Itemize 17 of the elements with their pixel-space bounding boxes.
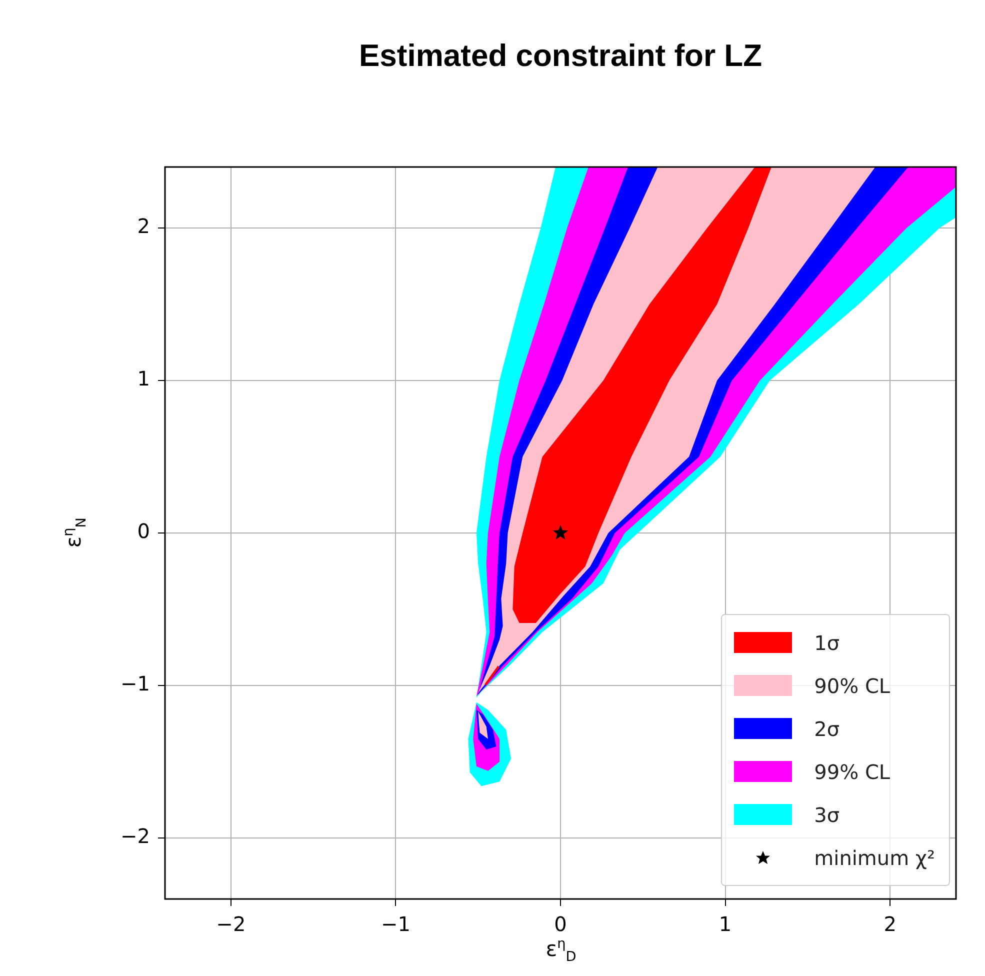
legend-label: 1σ	[814, 630, 840, 654]
x-tick-label: 1	[718, 912, 732, 936]
legend-label: minimum χ²	[814, 846, 935, 870]
y-tick-label: −1	[120, 672, 150, 696]
y-tick-label: 1	[137, 366, 150, 391]
x-tick-label: −2	[216, 912, 246, 936]
legend-label: 2σ	[814, 716, 840, 740]
legend-label: 99% CL	[814, 760, 890, 784]
y-tick-label: 0	[137, 519, 150, 544]
chart-title: Estimated constraint for LZ	[358, 38, 764, 74]
y-tick-label: 2	[137, 214, 150, 238]
y-tick-label: −2	[120, 824, 150, 848]
x-tick-label: −1	[380, 912, 410, 936]
legend-label: 90% CL	[814, 674, 890, 698]
x-tick-label: 0	[554, 912, 567, 936]
legend-label: 3σ	[814, 802, 840, 826]
x-tick-label: 2	[884, 912, 896, 936]
